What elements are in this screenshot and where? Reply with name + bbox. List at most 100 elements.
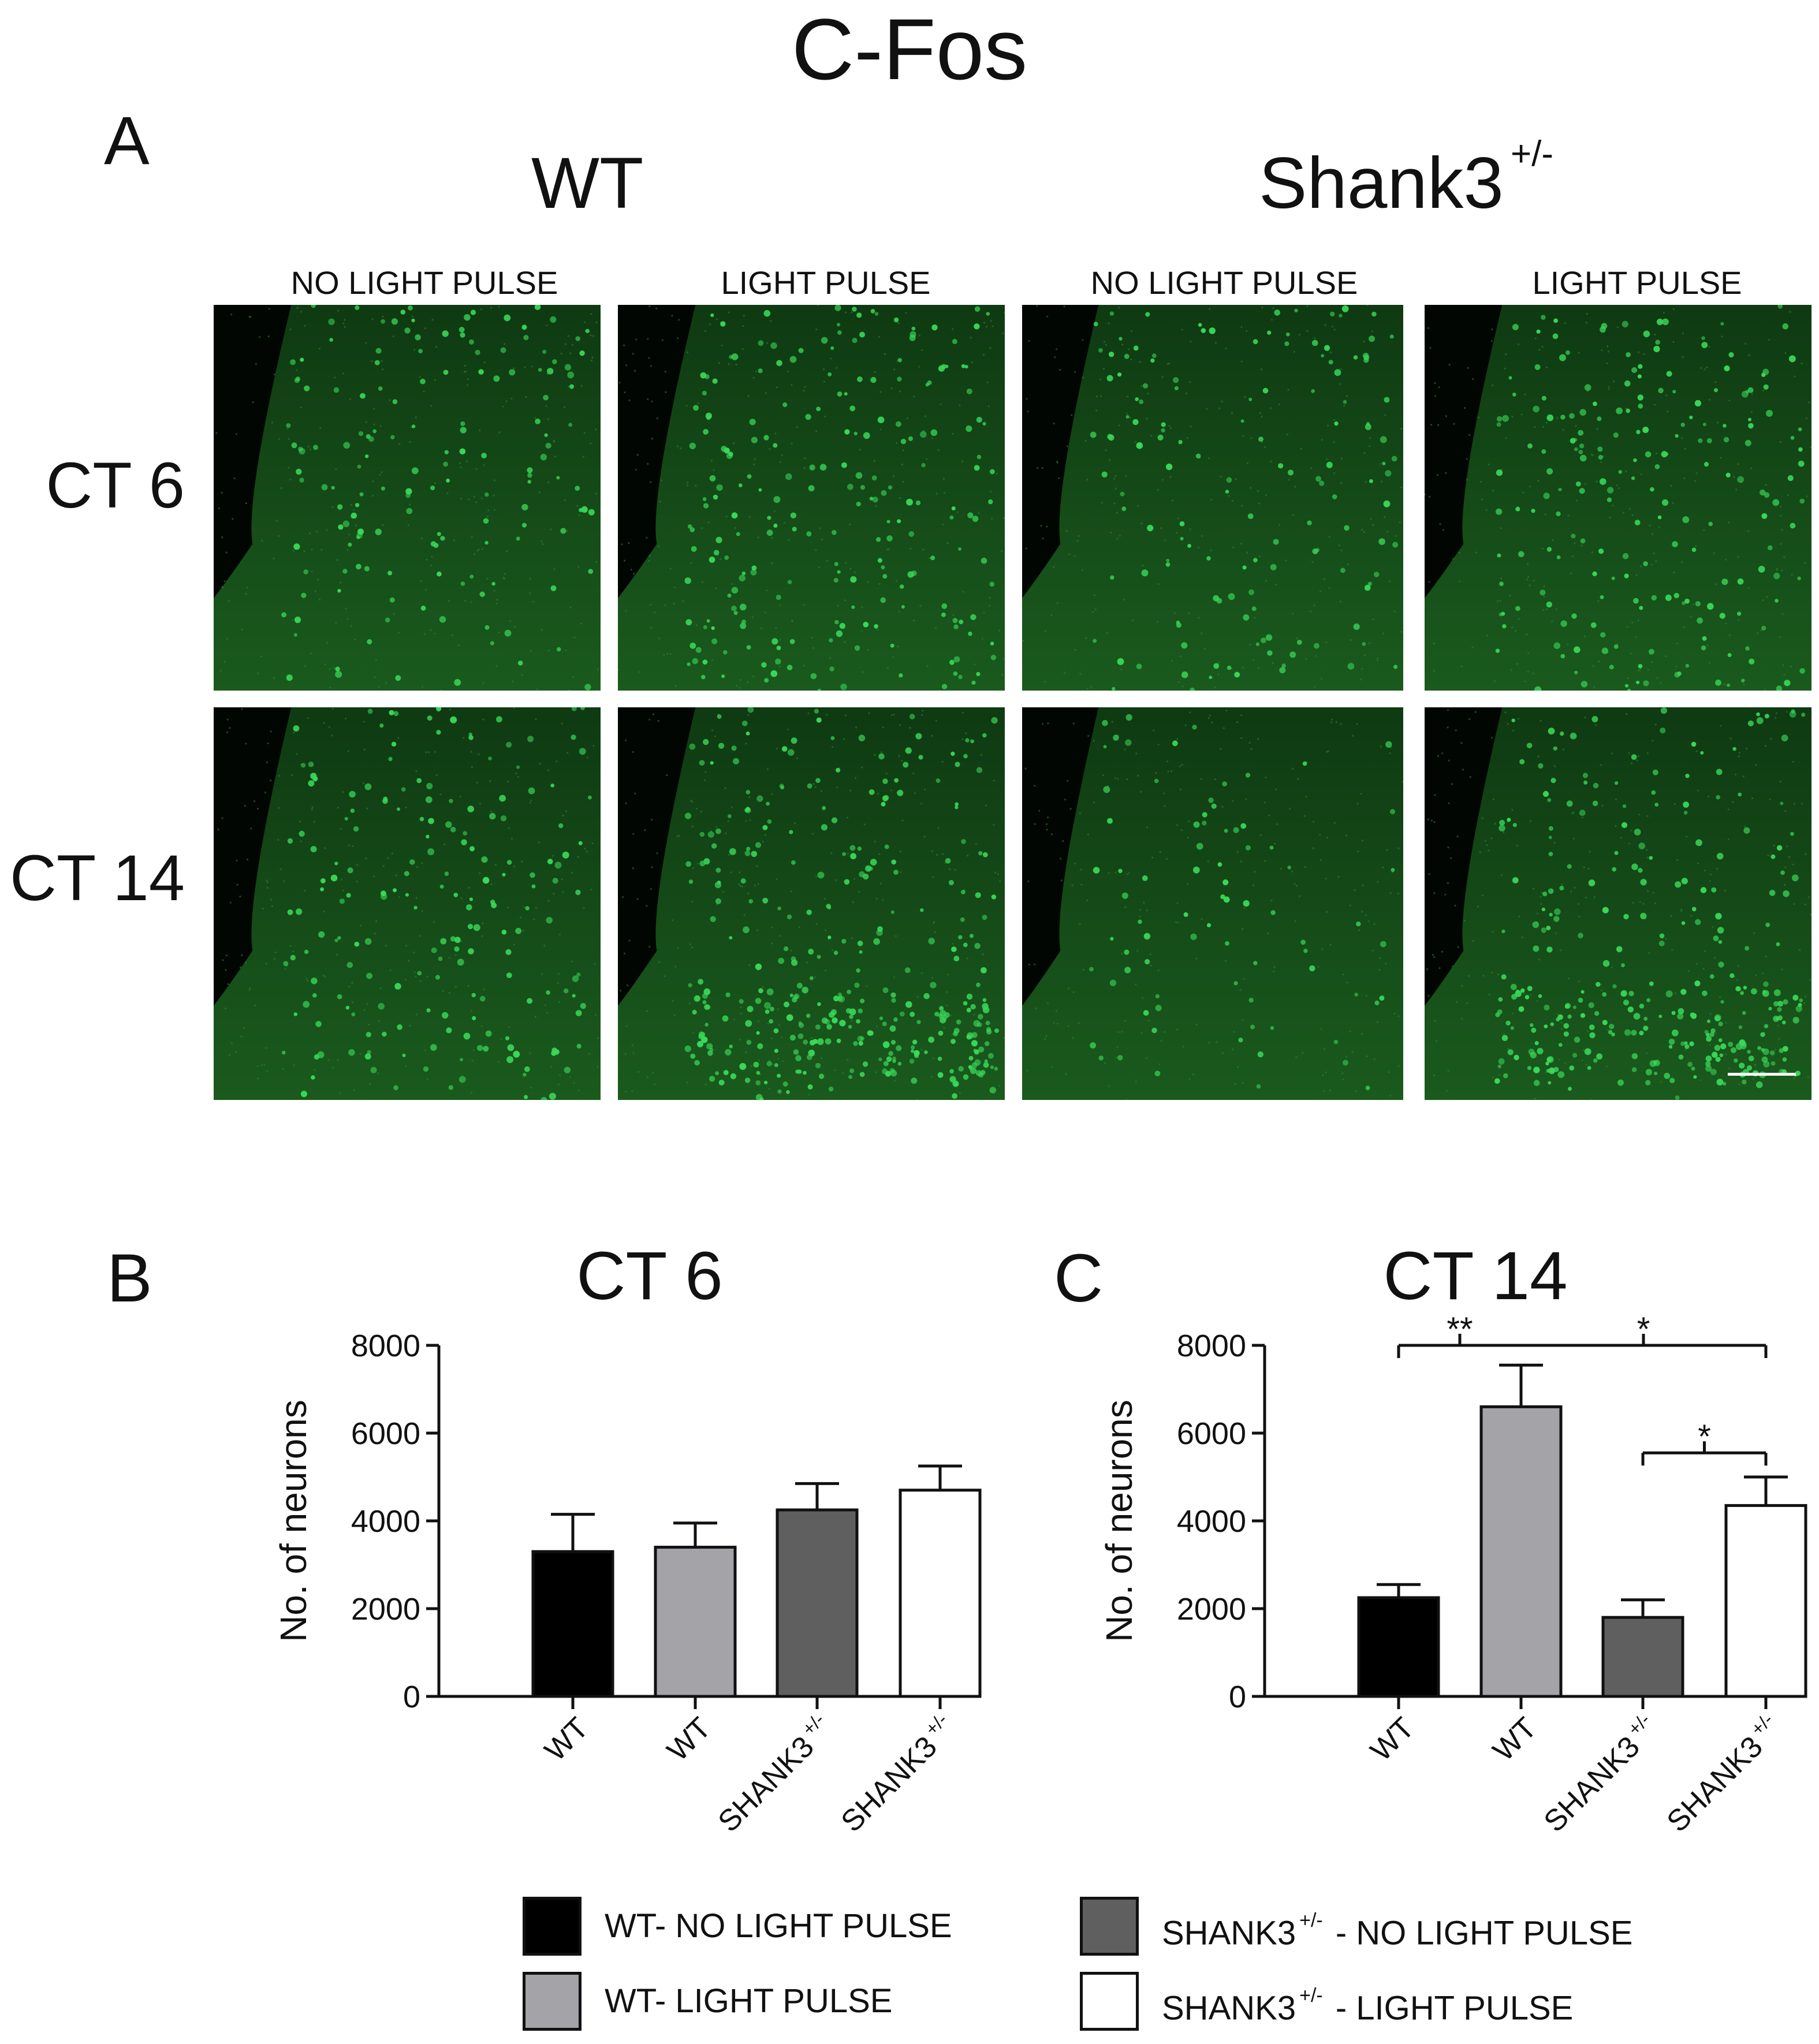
micrograph-ct14-shank3-no-light xyxy=(1022,707,1403,1100)
micrograph-speckle xyxy=(1729,737,1732,740)
micrograph-speckle xyxy=(1243,907,1246,909)
micrograph-nucleus xyxy=(339,898,345,904)
micrograph-speckle xyxy=(1456,1001,1458,1003)
micrograph-nucleus xyxy=(1198,323,1202,327)
micrograph-speckle xyxy=(430,629,432,632)
micrograph-speckle xyxy=(1164,805,1166,807)
micrograph-nucleus xyxy=(961,364,966,368)
micrograph-speckle xyxy=(894,1079,896,1081)
micrograph-speckle xyxy=(1753,932,1755,934)
micrograph-speckle xyxy=(1643,353,1645,355)
micrograph-nucleus xyxy=(1645,1069,1652,1076)
micrograph-nucleus xyxy=(1591,716,1598,722)
micrograph-speckle xyxy=(1137,505,1139,507)
micrograph-nucleus xyxy=(468,339,474,345)
micrograph-nucleus xyxy=(562,851,569,859)
micrograph-nucleus xyxy=(335,666,340,672)
micrograph-nucleus xyxy=(711,626,715,630)
micrograph-speckle xyxy=(1302,1052,1304,1054)
y-tick-label: 0 xyxy=(403,1680,420,1714)
bar xyxy=(1724,1504,1807,1698)
micrograph-speckle xyxy=(1297,778,1299,780)
micrograph-speckle xyxy=(1728,521,1730,524)
micrograph-nucleus xyxy=(469,846,475,852)
micrograph-speckle xyxy=(1140,790,1142,793)
micrograph-speckle xyxy=(853,571,856,573)
micrograph-nucleus xyxy=(485,1030,492,1037)
micrograph-nucleus xyxy=(1143,933,1151,940)
micrograph-nucleus xyxy=(1238,1038,1243,1043)
micrograph-speckle xyxy=(1292,514,1295,516)
micrograph-nucleus xyxy=(588,509,595,516)
micrograph-nucleus xyxy=(773,1028,779,1034)
micrograph-nucleus xyxy=(552,878,558,884)
micrograph-speckle xyxy=(823,898,826,900)
micrograph-speckle xyxy=(931,976,934,979)
micrograph-nucleus xyxy=(1705,1061,1711,1067)
micrograph-speckle xyxy=(547,650,550,652)
micrograph-speckle xyxy=(495,665,498,667)
micrograph-speckle xyxy=(669,568,672,570)
micrograph-speckle xyxy=(765,392,767,394)
micrograph-nucleus xyxy=(479,995,486,1002)
micrograph-speckle xyxy=(651,438,653,440)
micrograph-speckle xyxy=(946,542,949,544)
micrograph-speckle xyxy=(289,479,292,481)
micrograph-nucleus xyxy=(1651,595,1657,600)
micrograph-speckle xyxy=(899,390,901,393)
micrograph-speckle xyxy=(365,342,367,344)
micrograph-nucleus xyxy=(1798,460,1805,467)
micrograph-speckle xyxy=(331,707,334,710)
micrograph-speckle xyxy=(1437,424,1440,426)
micrograph-nucleus xyxy=(293,543,300,550)
micrograph-nucleus xyxy=(293,1012,298,1016)
micrograph-nucleus xyxy=(684,812,692,819)
micrograph-nucleus xyxy=(450,716,457,723)
micrograph-speckle xyxy=(716,904,718,906)
micrograph-speckle xyxy=(831,746,834,748)
micrograph-speckle xyxy=(757,1020,759,1023)
micrograph-speckle xyxy=(340,878,343,881)
micrograph-speckle xyxy=(934,931,936,934)
micrograph-speckle xyxy=(534,417,536,419)
micrograph-nucleus xyxy=(308,780,315,787)
micrograph-speckle xyxy=(1484,840,1487,842)
micrograph-nucleus xyxy=(568,423,573,427)
micrograph-nucleus xyxy=(1626,408,1630,413)
micrograph-nucleus xyxy=(762,825,768,830)
micrograph-nucleus xyxy=(691,546,697,552)
micrograph-nucleus xyxy=(874,312,879,316)
micrograph-speckle xyxy=(1713,552,1715,554)
micrograph-speckle xyxy=(310,652,312,655)
micrograph-nucleus xyxy=(467,805,474,812)
micrograph-speckle xyxy=(382,865,385,867)
micrograph-speckle xyxy=(661,339,664,341)
micrograph-nucleus xyxy=(1510,983,1517,990)
micrograph-speckle xyxy=(426,975,428,978)
micrograph-speckle xyxy=(1709,1044,1711,1046)
micrograph-nucleus xyxy=(1132,419,1139,426)
micrograph-speckle xyxy=(776,386,778,389)
micrograph-speckle xyxy=(487,509,490,512)
micrograph-speckle xyxy=(893,368,896,371)
micrograph-nucleus xyxy=(1633,598,1639,604)
micrograph-speckle xyxy=(335,621,337,624)
micrograph-nucleus xyxy=(450,936,456,942)
micrograph-nucleus xyxy=(430,1044,437,1051)
micrograph-nucleus xyxy=(1727,683,1731,687)
micrograph-nucleus xyxy=(294,378,300,383)
micrograph-speckle xyxy=(532,600,534,603)
micrograph-nucleus xyxy=(367,708,373,714)
micrograph-speckle xyxy=(1448,759,1450,762)
micrograph-speckle xyxy=(1084,637,1087,639)
micrograph-nucleus xyxy=(504,314,511,322)
micrograph-speckle xyxy=(815,549,817,551)
micrograph-nucleus xyxy=(1103,786,1110,793)
micrograph-nucleus xyxy=(1636,430,1641,434)
micrograph-speckle xyxy=(1400,486,1403,488)
micrograph-speckle xyxy=(1748,354,1750,356)
micrograph-nucleus xyxy=(1745,946,1750,951)
micrograph-nucleus xyxy=(1631,1053,1638,1060)
micrograph-speckle xyxy=(811,1036,813,1039)
micrograph-nucleus xyxy=(1568,1087,1572,1091)
